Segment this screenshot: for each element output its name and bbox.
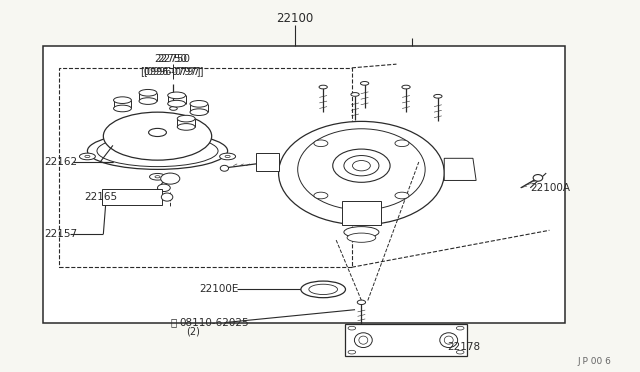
Text: 22100: 22100: [276, 12, 313, 25]
Ellipse shape: [456, 350, 464, 354]
Ellipse shape: [177, 124, 195, 130]
Polygon shape: [256, 153, 278, 171]
Ellipse shape: [348, 326, 356, 330]
Polygon shape: [444, 158, 476, 180]
Ellipse shape: [220, 165, 228, 171]
Ellipse shape: [168, 92, 186, 99]
Text: 22100A: 22100A: [531, 183, 570, 193]
Ellipse shape: [161, 173, 180, 184]
Ellipse shape: [170, 107, 177, 110]
Ellipse shape: [402, 85, 410, 89]
Text: 08110-62025: 08110-62025: [180, 318, 250, 328]
Ellipse shape: [79, 153, 95, 160]
Ellipse shape: [113, 97, 131, 103]
Text: 22750: 22750: [157, 54, 190, 64]
Text: (2): (2): [186, 327, 200, 337]
Text: 22100E: 22100E: [199, 284, 238, 294]
Ellipse shape: [168, 100, 186, 107]
Ellipse shape: [139, 89, 157, 96]
Text: J P 00 6: J P 00 6: [577, 357, 611, 366]
Ellipse shape: [190, 109, 208, 115]
Ellipse shape: [220, 153, 236, 160]
Ellipse shape: [314, 192, 328, 199]
Ellipse shape: [177, 115, 195, 122]
Ellipse shape: [314, 140, 328, 147]
Text: 22157: 22157: [45, 229, 78, 239]
Ellipse shape: [278, 121, 444, 225]
Text: Ⓑ: Ⓑ: [170, 318, 177, 328]
Text: 22162: 22162: [45, 157, 78, 167]
Ellipse shape: [301, 281, 346, 298]
Ellipse shape: [157, 184, 170, 192]
Ellipse shape: [533, 174, 543, 181]
Ellipse shape: [357, 300, 365, 305]
FancyBboxPatch shape: [102, 189, 162, 205]
Ellipse shape: [333, 149, 390, 182]
Text: [0996-0797]: [0996-0797]: [140, 67, 200, 77]
Ellipse shape: [190, 100, 208, 107]
Ellipse shape: [348, 350, 356, 354]
Bar: [342, 201, 381, 225]
Ellipse shape: [456, 326, 464, 330]
Ellipse shape: [298, 129, 425, 210]
Ellipse shape: [139, 98, 157, 105]
Ellipse shape: [344, 155, 379, 176]
Ellipse shape: [161, 193, 173, 201]
Bar: [43, 46, 565, 323]
Ellipse shape: [148, 128, 166, 137]
Ellipse shape: [395, 140, 409, 147]
Bar: [59, 68, 352, 267]
Ellipse shape: [150, 173, 166, 180]
Ellipse shape: [155, 176, 160, 178]
Ellipse shape: [353, 161, 371, 171]
Ellipse shape: [434, 94, 442, 98]
Ellipse shape: [88, 132, 228, 169]
Ellipse shape: [319, 85, 327, 89]
Text: 22178: 22178: [447, 341, 481, 352]
Text: 22750: 22750: [154, 54, 187, 64]
Ellipse shape: [351, 93, 359, 96]
Ellipse shape: [225, 155, 230, 158]
Bar: [346, 324, 467, 356]
Text: 22165: 22165: [84, 192, 117, 202]
Ellipse shape: [440, 333, 458, 347]
Ellipse shape: [85, 155, 90, 158]
Ellipse shape: [355, 333, 372, 347]
Text: [0996-0797]: [0996-0797]: [143, 67, 204, 77]
Ellipse shape: [309, 284, 337, 295]
Ellipse shape: [97, 135, 218, 167]
Ellipse shape: [360, 81, 369, 85]
Ellipse shape: [347, 233, 376, 242]
Ellipse shape: [103, 112, 212, 160]
Ellipse shape: [395, 192, 409, 199]
Ellipse shape: [113, 105, 131, 112]
Ellipse shape: [444, 336, 453, 344]
Ellipse shape: [344, 227, 379, 238]
Ellipse shape: [359, 336, 368, 344]
